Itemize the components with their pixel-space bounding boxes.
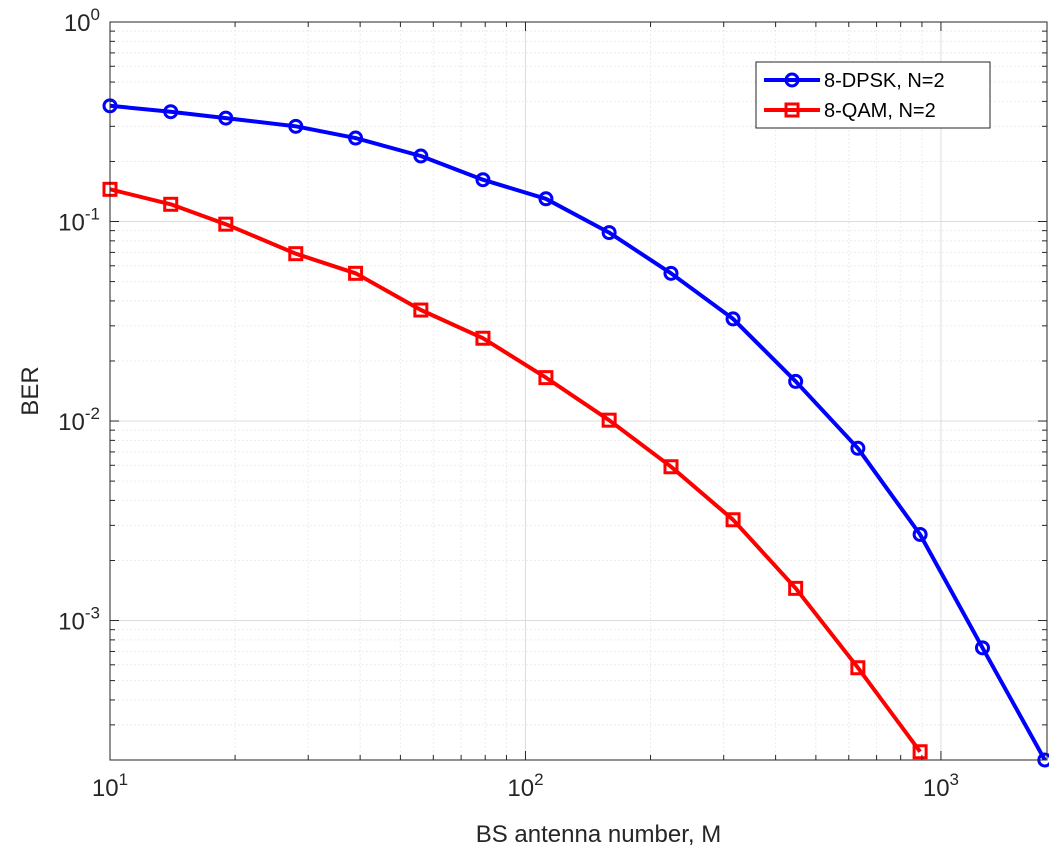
x-tick-label: 102	[507, 770, 543, 802]
legend-entry-dpsk: 8-DPSK, N=2	[764, 70, 945, 92]
series-line	[109, 187, 922, 753]
legend-marker-circle	[784, 72, 800, 88]
data-point-square	[538, 370, 554, 386]
data-point-square	[348, 265, 364, 281]
data-point-circle	[348, 130, 364, 146]
data-point-circle	[788, 373, 804, 389]
data-point-square	[725, 512, 741, 528]
data-point-square	[912, 744, 928, 760]
y-tick-label: 10-1	[58, 205, 100, 237]
data-point-circle	[475, 172, 491, 188]
y-axis-tick-labels: 100 10-1 10-2 10-3	[58, 5, 100, 636]
data-point-square	[601, 412, 617, 428]
x-tick-label: 101	[92, 770, 128, 802]
y-tick-label: 10-3	[58, 604, 100, 636]
data-point-circle	[218, 110, 234, 126]
tick-marks	[109, 21, 1047, 761]
series-line	[109, 103, 1047, 760]
legend-entry-qam: 8-QAM, N=2	[764, 100, 936, 122]
plot-background	[110, 22, 1047, 760]
data-point-circle	[413, 148, 429, 164]
y-tick-label: 10-2	[58, 404, 100, 436]
series-qam	[102, 181, 928, 760]
data-point-circle	[663, 265, 679, 281]
x-tick-label: 103	[923, 770, 959, 802]
data-point-square	[475, 330, 491, 346]
x-axis-label: BS antenna number, M	[476, 821, 721, 848]
plot-frame	[109, 21, 1048, 761]
y-axis-label: BER	[17, 366, 44, 415]
data-point-circle	[725, 311, 741, 327]
legend-marker-square	[784, 102, 800, 118]
data-point-square	[850, 660, 866, 676]
data-point-circle	[850, 440, 866, 456]
series-dpsk	[102, 98, 1049, 768]
data-point-circle	[974, 640, 990, 656]
data-point-circle	[538, 191, 554, 207]
data-point-square	[288, 246, 304, 262]
data-point-circle	[601, 225, 617, 241]
data-point-circle	[288, 118, 304, 134]
data-series	[102, 98, 1049, 768]
legend-label-qam: 8-QAM, N=2	[824, 100, 936, 122]
legend: 8-DPSK, N=2 8-QAM, N=2	[755, 61, 991, 129]
data-point-square	[163, 196, 179, 212]
y-tick-label: 100	[64, 5, 100, 37]
x-axis-tick-labels: 101 102 103	[92, 770, 959, 802]
data-point-square	[218, 216, 234, 232]
legend-label-dpsk: 8-DPSK, N=2	[824, 70, 945, 92]
data-point-circle	[163, 104, 179, 120]
data-point-square	[788, 580, 804, 596]
data-point-square	[413, 302, 429, 318]
plot-area	[102, 21, 1049, 768]
data-point-square	[663, 459, 679, 475]
data-point-circle	[912, 526, 928, 542]
